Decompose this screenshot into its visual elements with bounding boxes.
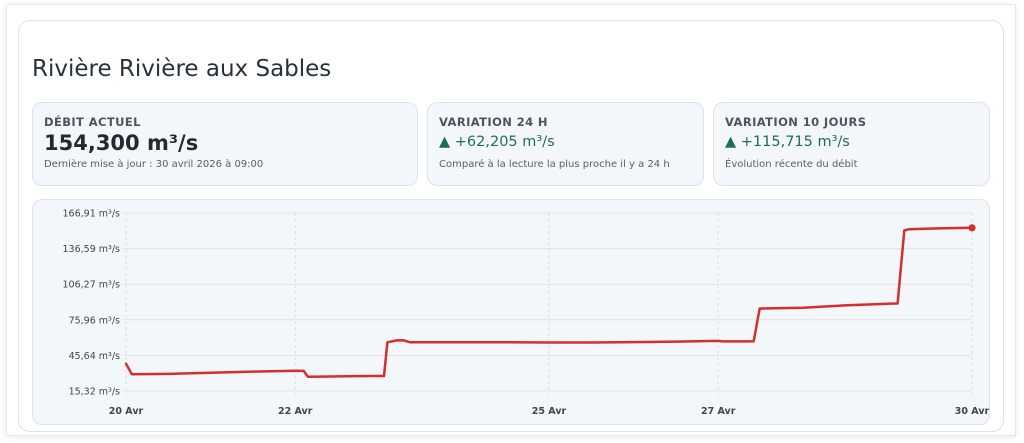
current-flow-value: 154,300 m³/s bbox=[44, 131, 199, 155]
y-tick-label: 75,96 m³/s bbox=[69, 315, 120, 326]
y-tick-label: 106,27 m³/s bbox=[63, 280, 121, 291]
arrow-up-icon: ▲ bbox=[439, 134, 451, 150]
variation-10d-number: +115,715 m³/s bbox=[740, 134, 850, 150]
x-tick-label: 20 Avr bbox=[109, 406, 144, 417]
stat-current-flow: DÉBIT ACTUEL 154,300 m³/s Dernière mise … bbox=[32, 102, 418, 186]
y-tick-label: 136,59 m³/s bbox=[63, 244, 121, 255]
flow-series-line bbox=[124, 226, 974, 379]
latest-point-marker bbox=[968, 224, 976, 232]
stat-variation-10d: VARIATION 10 JOURS ▲ +115,715 m³/s Évolu… bbox=[713, 102, 990, 186]
stat-label: VARIATION 24 H bbox=[439, 115, 548, 129]
variation-24h-note: Comparé à la lecture la plus proche il y… bbox=[439, 159, 670, 170]
arrow-up-icon: ▲ bbox=[725, 134, 737, 150]
variation-24h-number: +62,205 m³/s bbox=[454, 134, 555, 150]
x-tick-label: 22 Avr bbox=[278, 406, 313, 417]
x-tick-label: 25 Avr bbox=[532, 406, 567, 417]
flow-chart bbox=[32, 199, 990, 425]
x-tick-label: 27 Avr bbox=[701, 406, 736, 417]
last-update-note: Dernière mise à jour : 30 avril 2026 à 0… bbox=[44, 159, 264, 170]
y-tick-label: 15,32 m³/s bbox=[69, 387, 120, 398]
page-title: Rivière Rivière aux Sables bbox=[32, 56, 332, 82]
variation-10d-value: ▲ +115,715 m³/s bbox=[725, 134, 850, 150]
stat-label: DÉBIT ACTUEL bbox=[44, 115, 141, 129]
variation-24h-value: ▲ +62,205 m³/s bbox=[439, 134, 555, 150]
stat-label: VARIATION 10 JOURS bbox=[725, 115, 867, 129]
stat-variation-24h: VARIATION 24 H ▲ +62,205 m³/s Comparé à … bbox=[427, 102, 704, 186]
y-tick-label: 45,64 m³/s bbox=[69, 351, 120, 362]
y-tick-label: 166,91 m³/s bbox=[63, 209, 121, 220]
x-tick-label: 30 Avr bbox=[955, 406, 990, 417]
variation-10d-note: Évolution récente du débit bbox=[725, 159, 858, 170]
